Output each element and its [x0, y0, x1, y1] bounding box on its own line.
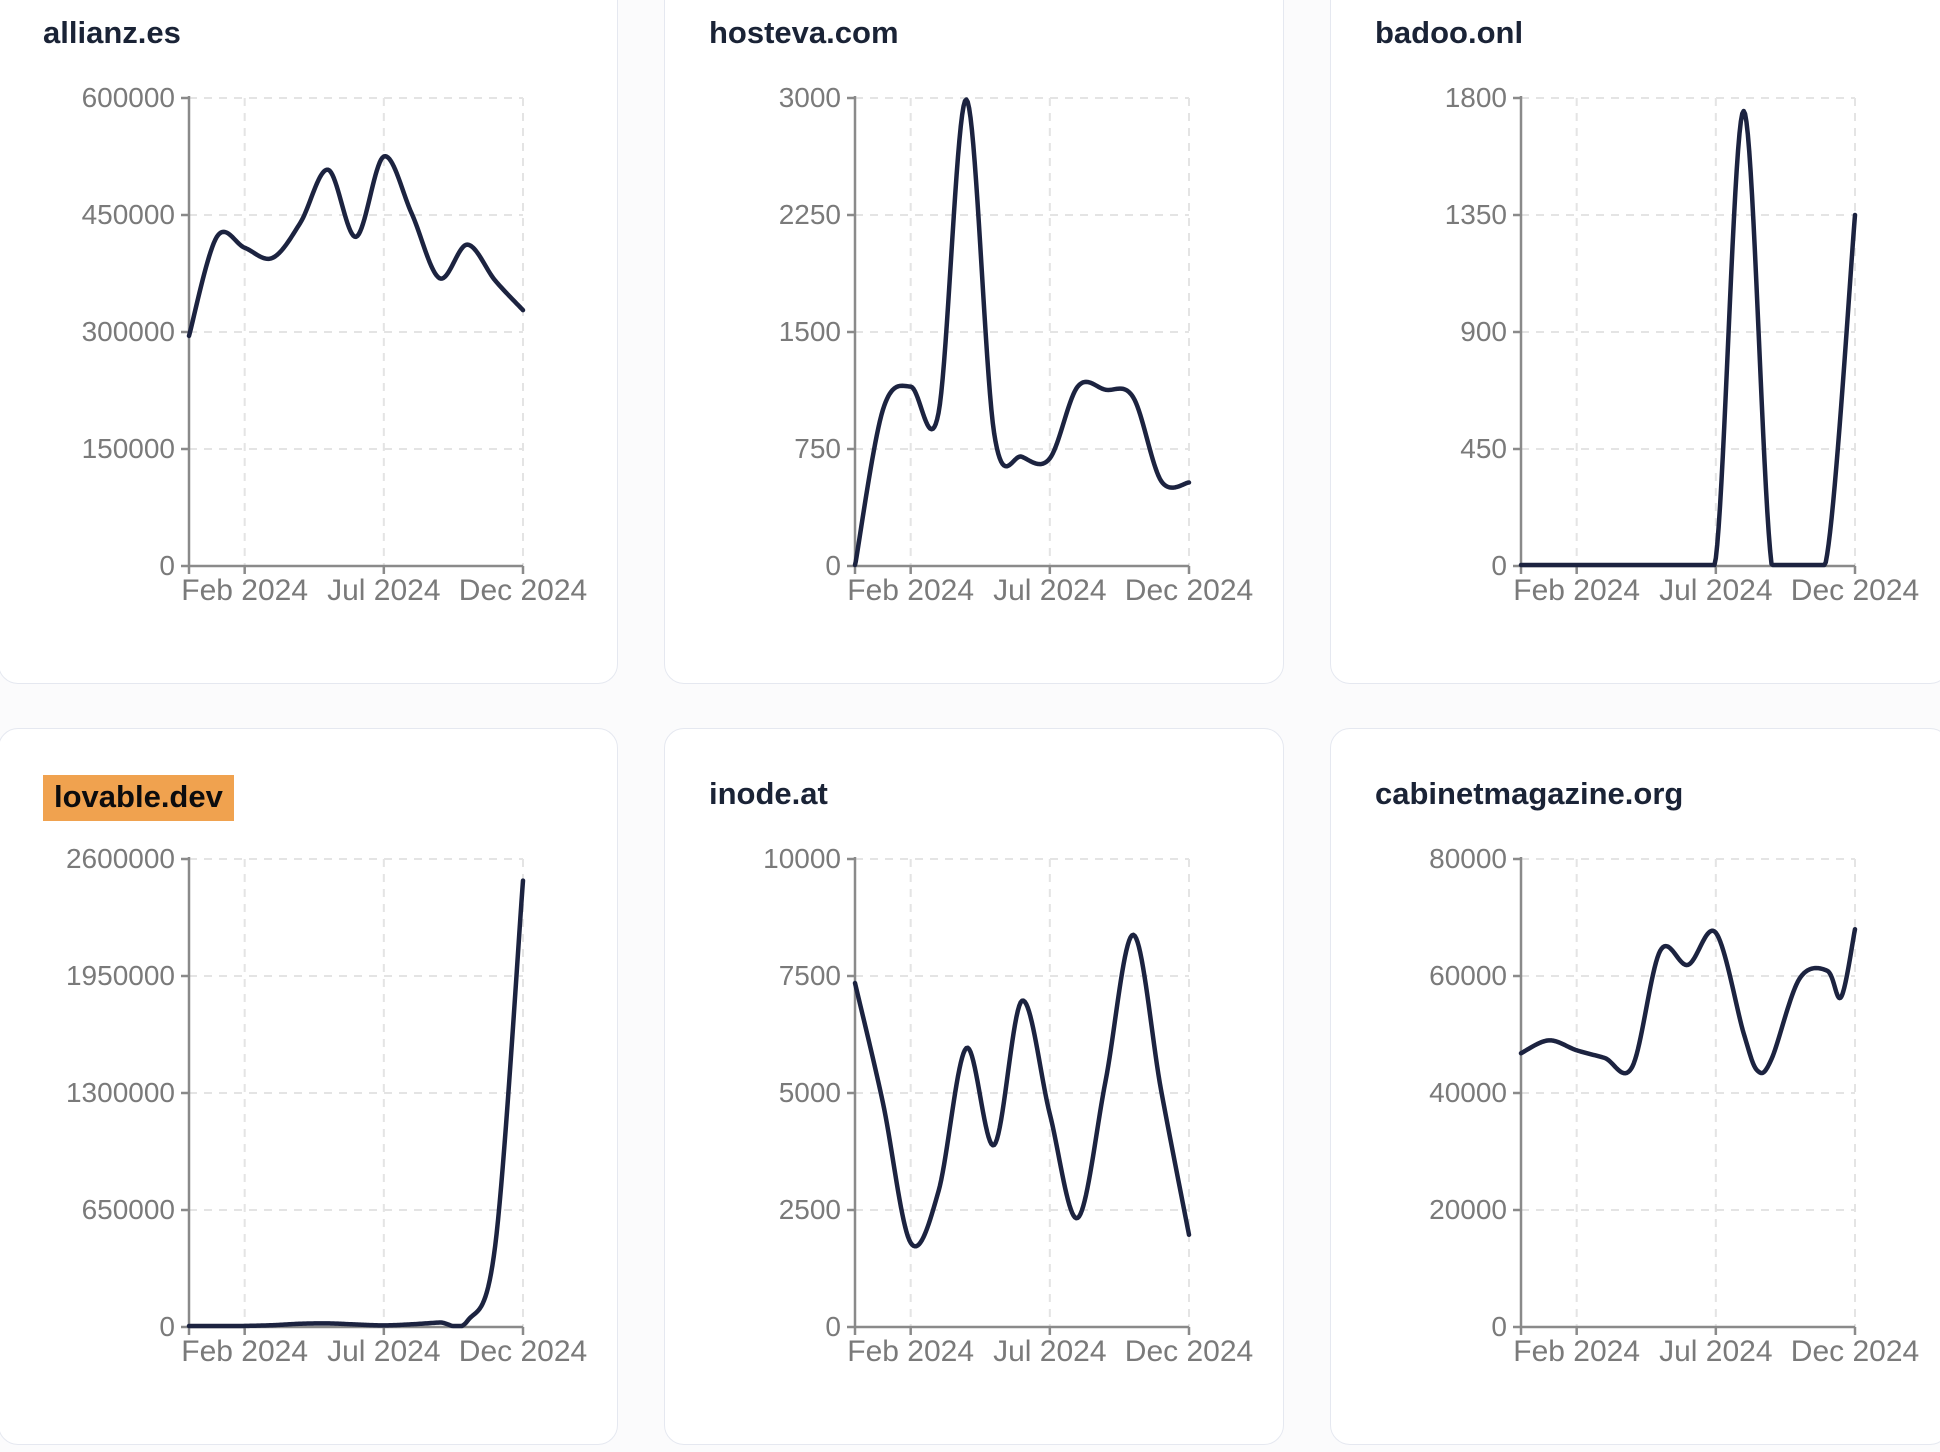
x-tick-label: Feb 2024 [1513, 574, 1640, 607]
x-tick-label: Dec 2024 [1125, 574, 1253, 607]
x-tick-label: Jul 2024 [993, 574, 1106, 607]
x-tick-label: Feb 2024 [181, 1335, 308, 1368]
x-tick-label: Feb 2024 [847, 574, 974, 607]
y-tick-label: 0 [825, 550, 841, 581]
x-tick-label: Jul 2024 [327, 574, 440, 607]
chart-title: inode.at [709, 775, 828, 813]
x-tick-label: Jul 2024 [993, 1335, 1106, 1368]
y-tick-label: 450000 [82, 199, 175, 230]
trend-line [186, 878, 526, 1329]
y-tick-label: 60000 [1429, 960, 1507, 991]
y-tick-label: 0 [159, 1311, 175, 1342]
y-tick-label: 1950000 [66, 960, 175, 991]
trend-line [852, 932, 1192, 1249]
chart-card[interactable]: hosteva.com 0 750 1500 2250 3000 Feb 2024 Jul 2… [664, 0, 1284, 684]
trend-line [1518, 926, 1858, 1076]
x-tick-label: Feb 2024 [847, 1335, 974, 1368]
y-tick-label: 600000 [82, 82, 175, 113]
x-tick-label: Jul 2024 [1659, 1335, 1772, 1368]
x-tick-label: Jul 2024 [1659, 574, 1772, 607]
trend-line-chart: 0 450 900 1350 1800 Feb 2024 Jul 2024 Dec 2024 [1445, 82, 1920, 607]
trend-line-chart: 0 650000 1300000 1950000 2600000 Feb 2024 Jul … [66, 843, 587, 1368]
x-tick-label: Jul 2024 [327, 1335, 440, 1368]
domain-name[interactable]: inode.at [709, 776, 828, 811]
chart-title: lovable.dev [43, 775, 234, 821]
y-tick-label: 650000 [82, 1194, 175, 1225]
chart-title: allianz.es [43, 14, 181, 52]
chart-title: badoo.onl [1375, 14, 1523, 52]
y-tick-label: 1500 [779, 316, 841, 347]
y-tick-label: 1350 [1445, 199, 1507, 230]
y-tick-label: 1800 [1445, 82, 1507, 113]
y-tick-label: 0 [159, 550, 175, 581]
trend-line-chart: 0 150000 300000 450000 600000 Feb 2024 Jul 202… [82, 82, 588, 607]
trend-line [1518, 108, 1858, 568]
y-tick-label: 7500 [779, 960, 841, 991]
x-tick-label: Dec 2024 [1791, 1335, 1919, 1368]
x-tick-label: Dec 2024 [459, 574, 587, 607]
y-tick-label: 10000 [763, 843, 841, 874]
x-tick-label: Feb 2024 [181, 574, 308, 607]
domain-name[interactable]: hosteva.com [709, 15, 899, 50]
y-tick-label: 150000 [82, 433, 175, 464]
x-tick-label: Dec 2024 [1791, 574, 1919, 607]
trend-line-chart: 0 750 1500 2250 3000 Feb 2024 Jul 2024 Dec 2024 [779, 82, 1254, 607]
chart-title: hosteva.com [709, 14, 899, 52]
domain-name[interactable]: cabinetmagazine.org [1375, 776, 1684, 811]
y-tick-label: 3000 [779, 82, 841, 113]
trend-line [186, 153, 526, 339]
y-tick-label: 2500 [779, 1194, 841, 1225]
chart-title: cabinetmagazine.org [1375, 775, 1683, 813]
y-tick-label: 40000 [1429, 1077, 1507, 1108]
x-tick-label: Dec 2024 [459, 1335, 587, 1368]
chart-card[interactable]: badoo.onl 0 450 900 1350 1800 Feb 2024 Jul 2024… [1330, 0, 1940, 684]
y-tick-label: 750 [794, 433, 841, 464]
y-tick-label: 1300000 [66, 1077, 175, 1108]
y-tick-label: 450 [1460, 433, 1507, 464]
y-tick-label: 2600000 [66, 843, 175, 874]
x-tick-label: Dec 2024 [1125, 1335, 1253, 1368]
y-tick-label: 0 [825, 1311, 841, 1342]
trend-line [852, 97, 1192, 568]
y-tick-label: 20000 [1429, 1194, 1507, 1225]
y-tick-label: 0 [1491, 550, 1507, 581]
y-tick-label: 0 [1491, 1311, 1507, 1342]
chart-card[interactable]: inode.at 0 2500 5000 7500 10000 Feb 2024 Jul 20… [664, 728, 1284, 1445]
y-tick-label: 300000 [82, 316, 175, 347]
y-tick-label: 80000 [1429, 843, 1507, 874]
domain-name[interactable]: allianz.es [43, 15, 181, 50]
domain-name[interactable]: badoo.onl [1375, 15, 1524, 50]
y-tick-label: 5000 [779, 1077, 841, 1108]
chart-card[interactable]: allianz.es 0 150000 300000 450000 600000 Feb 2… [0, 0, 618, 684]
x-tick-label: Feb 2024 [1513, 1335, 1640, 1368]
y-tick-label: 2250 [779, 199, 841, 230]
y-tick-label: 900 [1460, 316, 1507, 347]
trend-line-chart: 0 20000 40000 60000 80000 Feb 2024 Jul 2024 Dec… [1429, 843, 1919, 1368]
domain-name-highlighted[interactable]: lovable.dev [43, 775, 234, 821]
chart-card[interactable]: lovable.dev 0 650000 1300000 1950000 2600000 F… [0, 728, 618, 1445]
chart-card[interactable]: cabinetmagazine.org 0 20000 40000 60000 80000… [1330, 728, 1940, 1445]
trend-line-chart: 0 2500 5000 7500 10000 Feb 2024 Jul 2024 Dec 20… [763, 843, 1253, 1368]
